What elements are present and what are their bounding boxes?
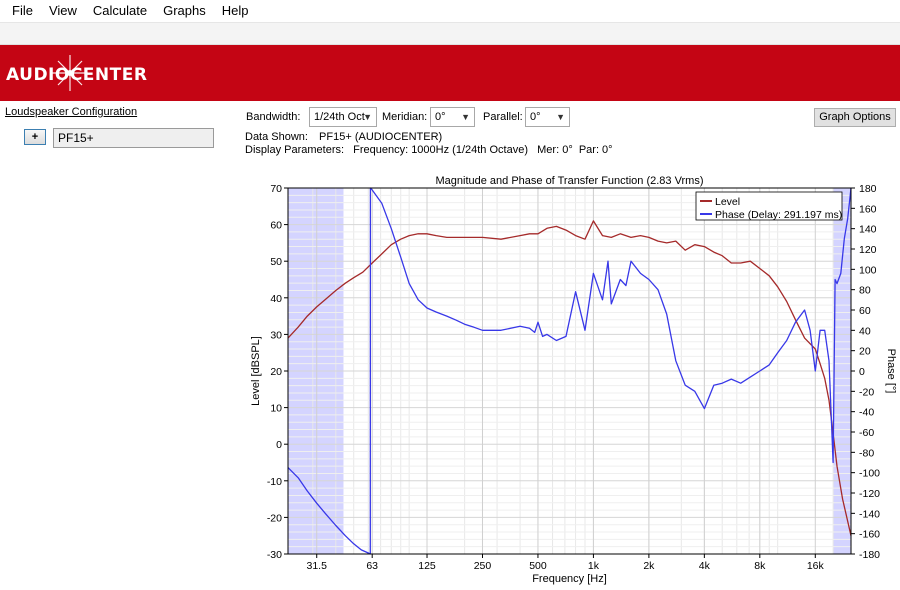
y2-tick-label: -140 xyxy=(859,508,880,520)
chart-title: Magnitude and Phase of Transfer Function… xyxy=(435,175,703,187)
parallel-label: Parallel: xyxy=(483,111,523,123)
y2-tick-label: -40 xyxy=(859,407,874,419)
logo-star-icon xyxy=(52,55,88,91)
x-tick-label: 125 xyxy=(418,560,436,572)
y2-tick-label: 180 xyxy=(859,183,877,195)
logo-text: AUDIOCENTER xyxy=(6,65,148,85)
menu-calculate[interactable]: Calculate xyxy=(92,3,148,18)
y2-tick-label: -120 xyxy=(859,488,880,500)
menu-help[interactable]: Help xyxy=(221,3,249,18)
x-tick-label: 4k xyxy=(699,560,711,572)
series-line-1 xyxy=(287,187,852,555)
legend-box xyxy=(695,191,843,221)
add-speaker-button[interactable]: + xyxy=(24,129,46,145)
bandwidth-select[interactable]: 1/24th Oct ▼ xyxy=(309,107,377,127)
x-tick-label: 31.5 xyxy=(307,560,328,572)
speaker-name-field[interactable]: PF15+ xyxy=(53,128,214,148)
tool-strip xyxy=(0,22,900,45)
y-tick-label: -10 xyxy=(267,476,282,488)
y2-tick-label: 140 xyxy=(859,224,877,236)
x-tick-label: 250 xyxy=(474,560,492,572)
meridian-label: Meridian: xyxy=(382,111,428,123)
y-tick-label: 40 xyxy=(270,293,282,305)
x-tick-label: 1k xyxy=(588,560,600,572)
y2-tick-label: 120 xyxy=(859,244,877,256)
y-tick-label: -20 xyxy=(267,512,282,524)
y-tick-label: 20 xyxy=(270,366,282,378)
y-tick-label: 30 xyxy=(270,329,282,341)
y2-tick-label: -180 xyxy=(859,549,880,561)
y-tick-label: 60 xyxy=(270,220,282,232)
y2-tick-label: -80 xyxy=(859,447,874,459)
y2-tick-label: 100 xyxy=(859,264,877,276)
plot-frame xyxy=(287,187,852,555)
menu-bar: File View Calculate Graphs Help xyxy=(0,0,900,22)
chevron-down-icon: ▼ xyxy=(556,112,565,122)
brand-banner: AUDIOCENTER xyxy=(0,45,900,101)
y2-tick-label: 60 xyxy=(859,305,871,317)
chevron-down-icon: ▼ xyxy=(363,112,372,122)
y-tick-label: 70 xyxy=(270,183,282,195)
y2-tick-label: 0 xyxy=(859,366,865,378)
y-tick-label: 10 xyxy=(270,403,282,415)
legend-entry-0: Level xyxy=(715,196,740,208)
y2-tick-label: 40 xyxy=(859,325,871,337)
y-axis-title: Level [dBSPL] xyxy=(250,336,262,406)
y2-tick-label: -60 xyxy=(859,427,874,439)
x-tick-label: 500 xyxy=(529,560,547,572)
y2-tick-label: -20 xyxy=(859,386,874,398)
y-tick-label: 50 xyxy=(270,256,282,268)
loudspeaker-configuration-title[interactable]: Loudspeaker Configuration xyxy=(5,106,138,118)
data-shown-line: Data Shown: PF15+ (AUDIOCENTER) xyxy=(245,131,442,143)
y2-tick-label: 80 xyxy=(859,285,871,297)
meridian-value: 0° xyxy=(435,111,446,123)
parallel-value: 0° xyxy=(530,111,541,123)
graph-options-button[interactable]: Graph Options xyxy=(814,108,896,127)
menu-view[interactable]: View xyxy=(48,3,77,18)
y-tick-label: 0 xyxy=(276,439,282,451)
x-tick-label: 8k xyxy=(754,560,766,572)
display-params-label: Display Parameters: xyxy=(245,144,345,156)
display-parameters-line: Display Parameters: Frequency: 1000Hz (1… xyxy=(245,144,613,156)
legend-entry-1: Phase (Delay: 291.197 ms) xyxy=(715,209,842,221)
chart-svg: Magnitude and Phase of Transfer Function… xyxy=(250,175,897,585)
menu-graphs[interactable]: Graphs xyxy=(163,3,206,18)
y2-tick-label: 20 xyxy=(859,346,871,358)
parallel-select[interactable]: 0° ▼ xyxy=(525,107,570,127)
y2-tick-label: 160 xyxy=(859,203,877,215)
x-tick-label: 2k xyxy=(643,560,655,572)
bandwidth-value: 1/24th Oct xyxy=(314,111,365,123)
data-shown-value: PF15+ (AUDIOCENTER) xyxy=(319,131,443,143)
transfer-function-chart: Magnitude and Phase of Transfer Function… xyxy=(240,170,900,590)
y-tick-label: -30 xyxy=(267,549,282,561)
meridian-select[interactable]: 0° ▼ xyxy=(430,107,475,127)
data-shown-label: Data Shown: xyxy=(245,131,308,143)
series-line-0 xyxy=(287,220,852,536)
display-params-value: Frequency: 1000Hz (1/24th Octave) Mer: 0… xyxy=(353,144,613,156)
x-tick-label: 63 xyxy=(366,560,378,572)
menu-file[interactable]: File xyxy=(12,3,33,18)
x-tick-label: 16k xyxy=(807,560,825,572)
x-axis-title: Frequency [Hz] xyxy=(532,573,607,585)
y2-tick-label: -160 xyxy=(859,529,880,541)
chevron-down-icon: ▼ xyxy=(461,112,470,122)
audiocenter-logo: AUDIOCENTER xyxy=(6,53,166,93)
left-panel: Loudspeaker Configuration + PF15+ xyxy=(0,101,240,590)
bandwidth-label: Bandwidth: xyxy=(246,111,301,123)
y2-axis-title: Phase [°] xyxy=(885,349,897,394)
y2-tick-label: -100 xyxy=(859,468,880,480)
